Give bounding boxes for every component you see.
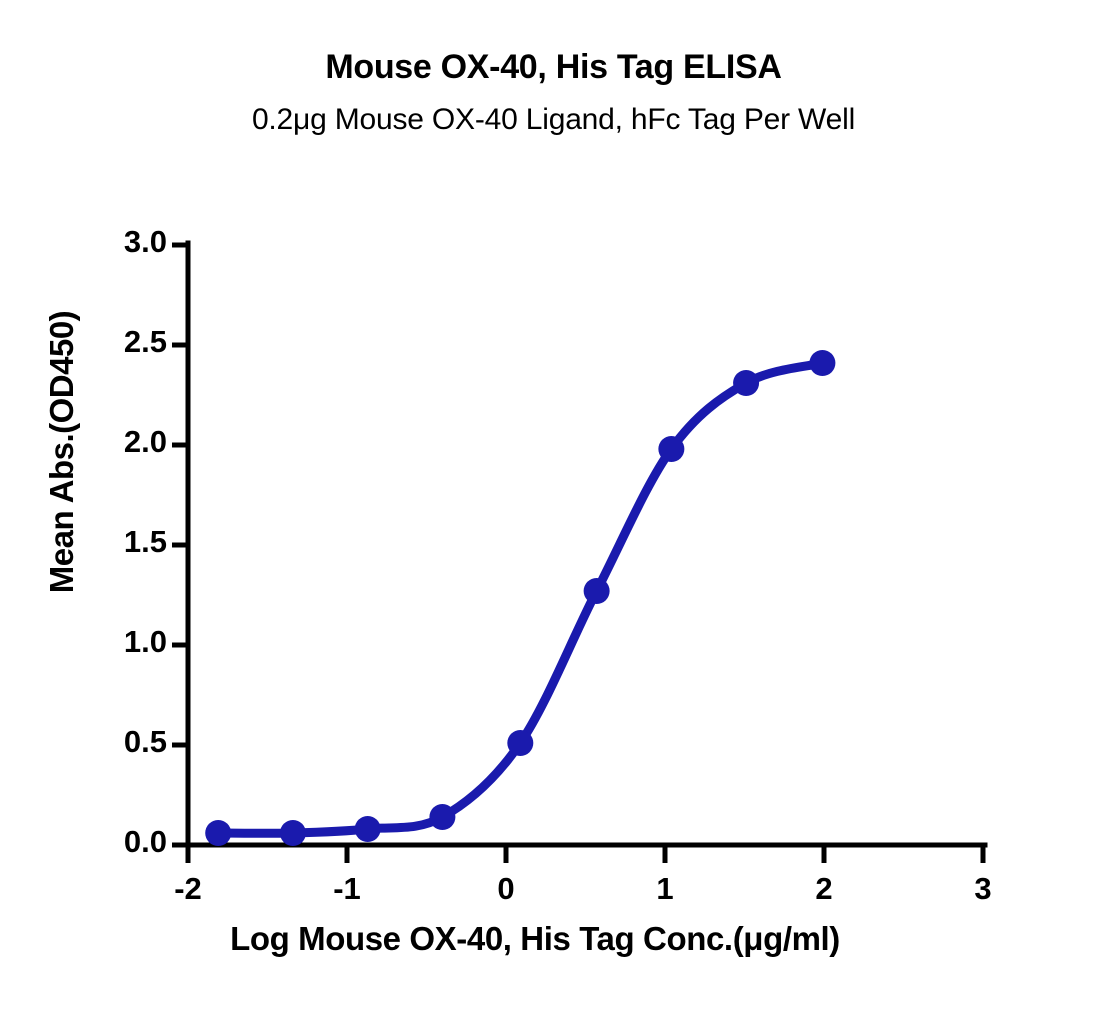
x-tick-label: -2 — [174, 871, 202, 906]
x-tick-label: -1 — [333, 871, 361, 906]
chart-title: Mouse OX-40, His Tag ELISA — [325, 48, 782, 86]
data-point-marker — [429, 804, 456, 830]
y-tick-label: 3.0 — [123, 224, 167, 259]
data-series — [205, 350, 836, 846]
x-tick-label: 1 — [656, 871, 674, 906]
axis-lines — [183, 240, 988, 848]
data-point-marker — [658, 436, 685, 462]
y-tick-label: 0.0 — [123, 824, 167, 859]
y-tick-label: 1.0 — [123, 624, 167, 659]
x-tick-label: 3 — [974, 871, 992, 906]
y-tick-label: 1.5 — [123, 524, 167, 559]
y-tick-label: 2.0 — [123, 424, 167, 459]
data-point-marker — [279, 820, 306, 846]
series-line — [213, 358, 827, 838]
x-axis-label: Log Mouse OX-40, His Tag Conc.(μg/ml) — [230, 920, 840, 957]
data-point-marker — [205, 820, 232, 846]
y-tick-label: 0.5 — [123, 724, 167, 759]
data-point-marker — [354, 816, 381, 842]
axis-ticks — [172, 242, 986, 863]
chart-subtitle: 0.2μg Mouse OX-40 Ligand, hFc Tag Per We… — [251, 103, 856, 136]
x-tick-label: 0 — [497, 871, 515, 906]
data-point-marker — [733, 370, 760, 396]
data-point-marker — [809, 350, 836, 376]
data-point-marker — [583, 578, 610, 604]
x-tick-label: 2 — [815, 871, 833, 906]
data-point-marker — [507, 730, 534, 756]
y-tick-label: 2.5 — [123, 324, 167, 359]
